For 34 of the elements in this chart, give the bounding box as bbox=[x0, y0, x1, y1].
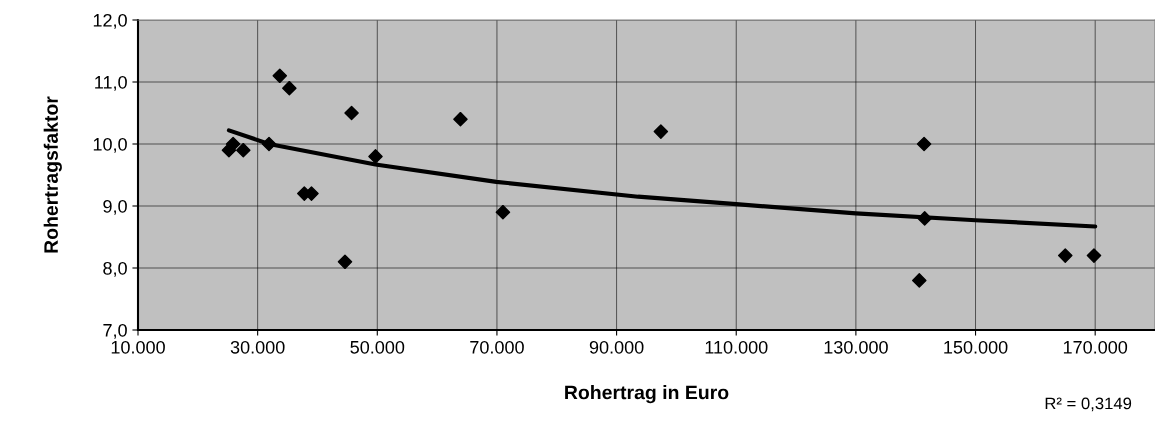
point bbox=[916, 136, 932, 152]
y-tick-label: 8,0 bbox=[103, 261, 127, 277]
x-tick-label: 90.000 bbox=[589, 340, 644, 354]
point bbox=[912, 273, 927, 288]
x-tick-label: 150.000 bbox=[944, 340, 1008, 354]
x-tick-label: 70.000 bbox=[470, 340, 524, 354]
x-tick-label: 50.000 bbox=[350, 340, 405, 354]
point bbox=[368, 149, 383, 164]
point bbox=[453, 111, 468, 127]
x-tick-label: 170.000 bbox=[1063, 340, 1128, 354]
point bbox=[495, 204, 511, 220]
x-tick-label: 30.000 bbox=[230, 340, 285, 354]
y-tick-label: 7,0 bbox=[103, 323, 127, 339]
y-tick-label: 9,0 bbox=[103, 199, 127, 215]
point bbox=[653, 124, 669, 139]
x-axis-title: Rohertrag in Euro bbox=[565, 385, 729, 404]
y-tick-label: 12,0 bbox=[93, 13, 127, 29]
x-tick-label: 10.000 bbox=[111, 340, 165, 354]
point bbox=[272, 68, 288, 84]
point bbox=[261, 136, 277, 152]
point bbox=[1057, 248, 1073, 263]
point bbox=[344, 105, 359, 121]
point bbox=[1086, 248, 1102, 263]
point bbox=[337, 254, 353, 270]
y-axis-title: Rohertragsfaktor bbox=[43, 96, 62, 253]
y-tick-label: 11,0 bbox=[95, 75, 127, 91]
y-tick-label: 10,0 bbox=[93, 137, 127, 153]
x-tick-label: 110.000 bbox=[705, 340, 768, 354]
point bbox=[236, 142, 251, 158]
point bbox=[917, 211, 932, 226]
text: R² = 0,3149 bbox=[1045, 397, 1132, 412]
point bbox=[225, 136, 241, 152]
x-tick-label: 130.000 bbox=[824, 340, 888, 354]
point bbox=[282, 80, 297, 96]
